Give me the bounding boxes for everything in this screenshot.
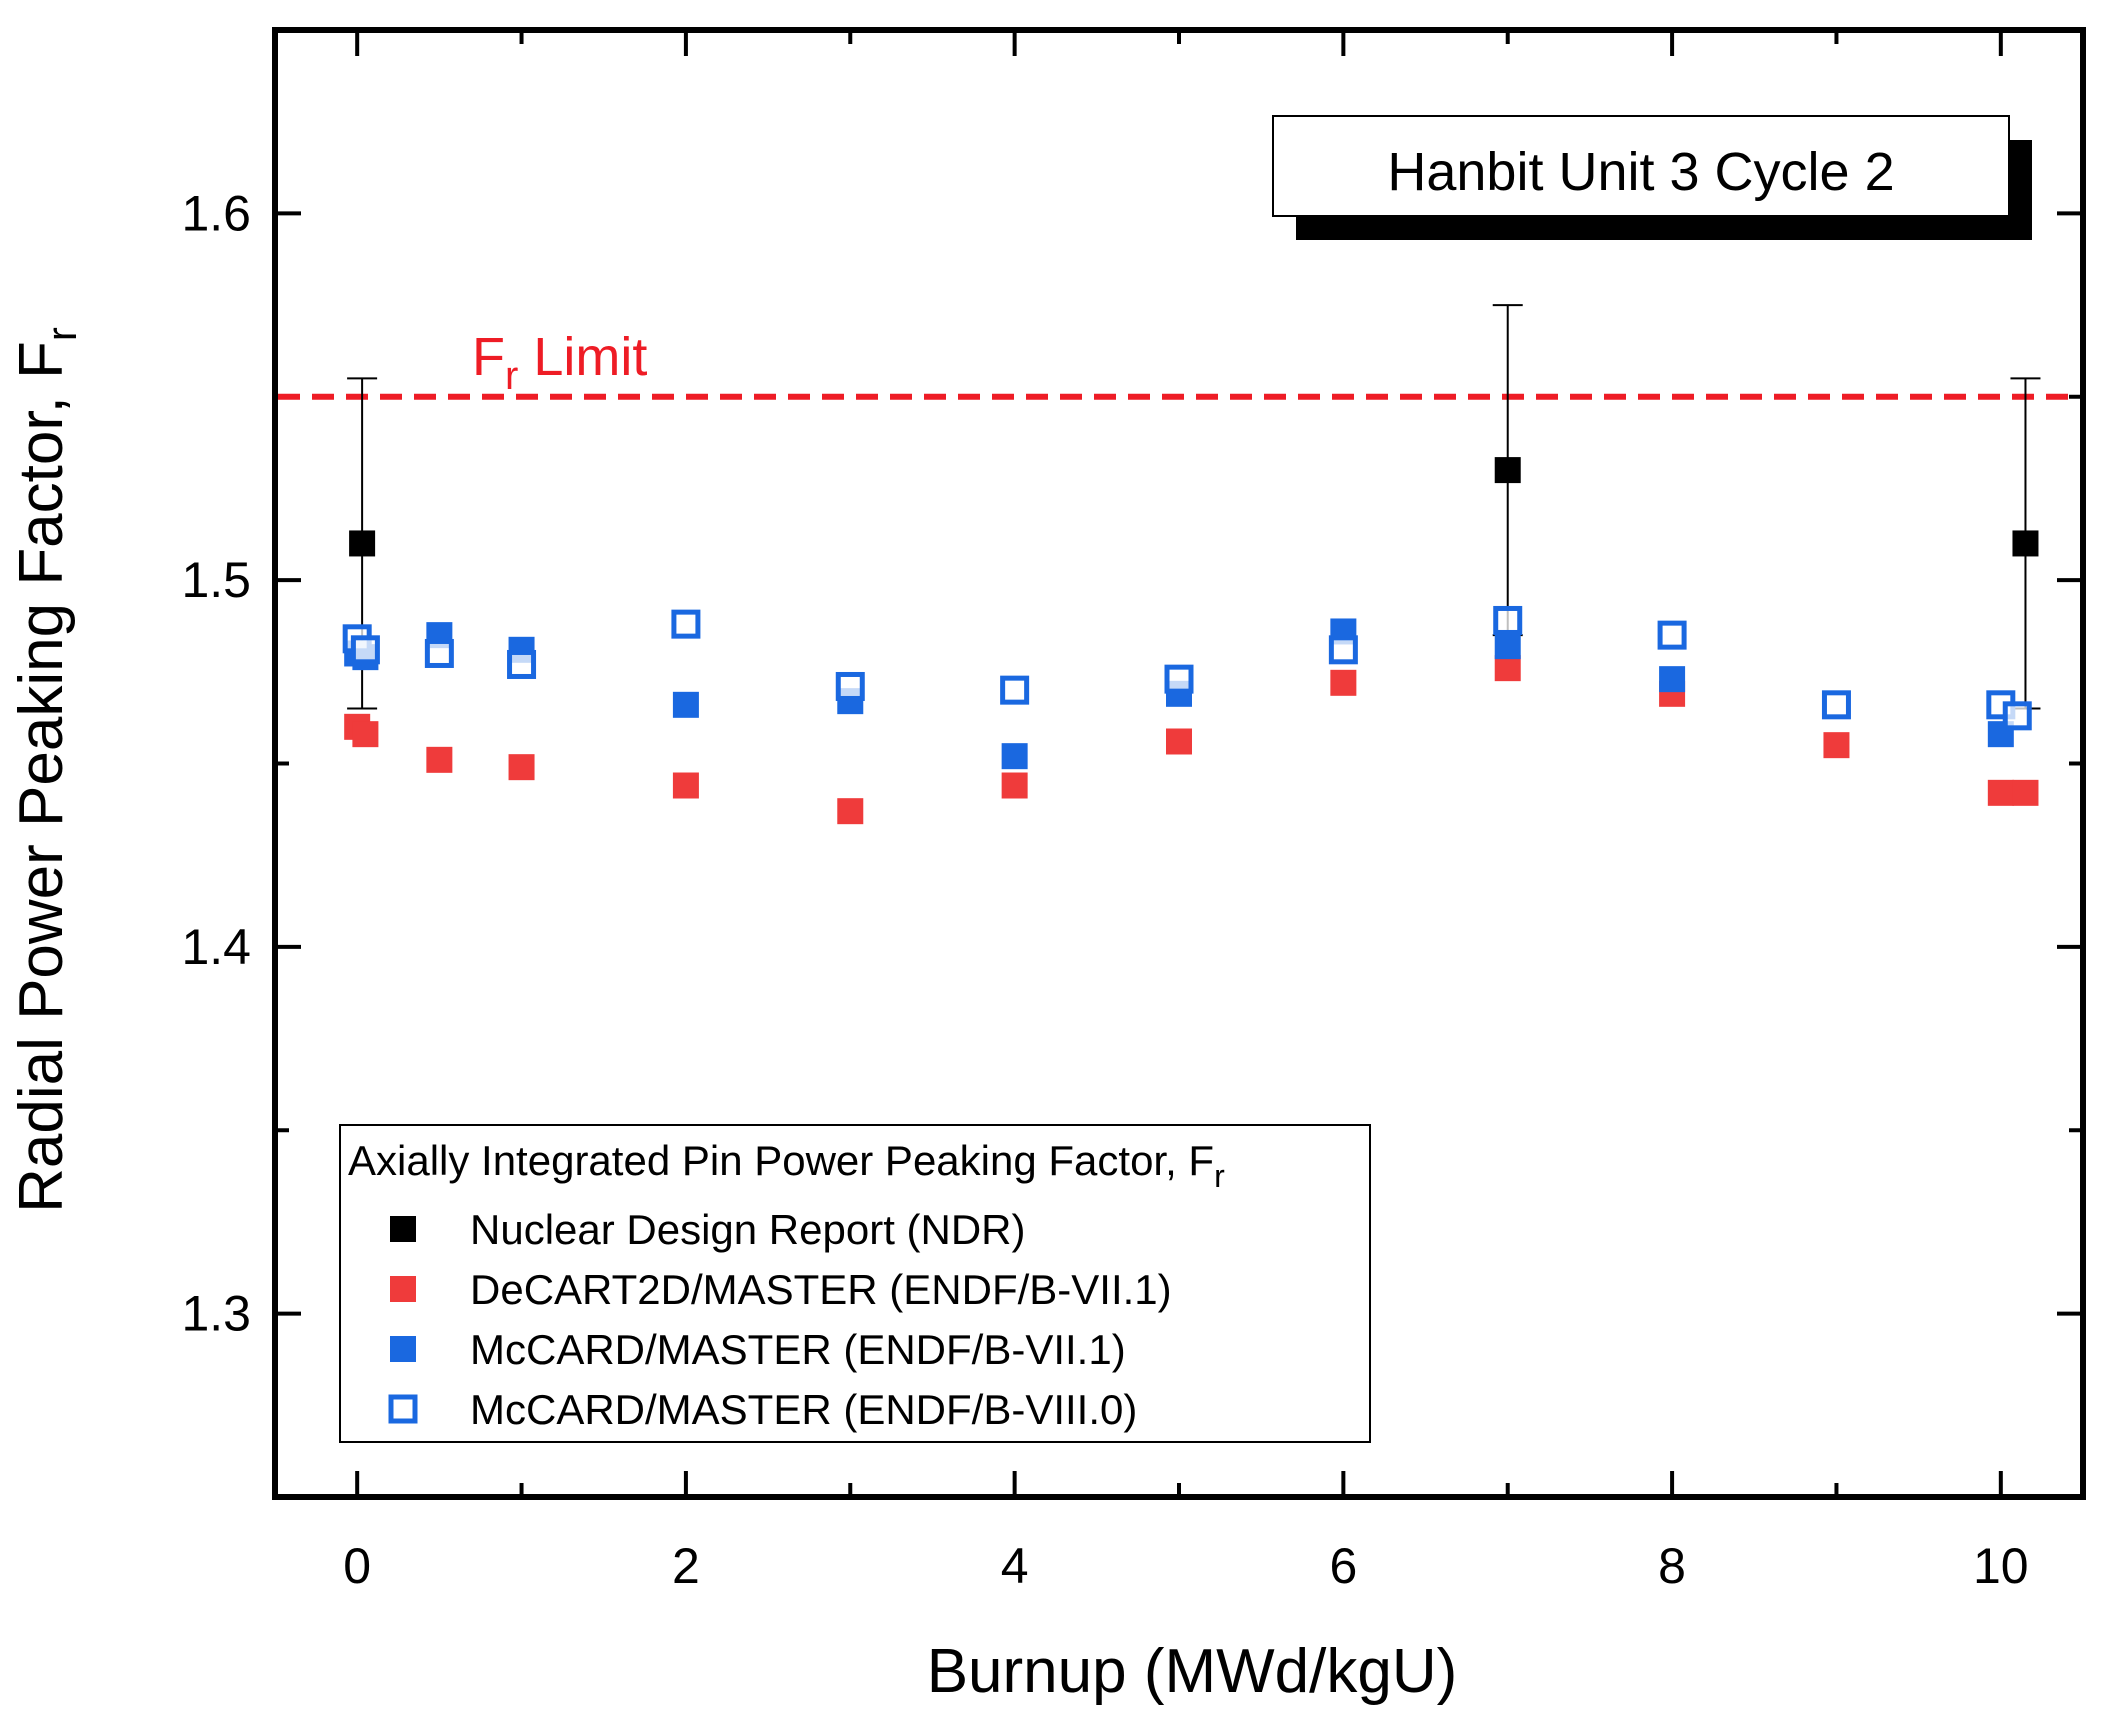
point-1 [672,772,699,799]
point-1 [1166,728,1192,755]
point-2 [1494,633,1521,660]
y-tick-label: 1.4 [181,919,251,975]
y-tick-label: 1.6 [181,185,251,241]
legend-marker-mccard-viii [388,1394,418,1424]
legend-label-mccard-viii: McCARD/MASTER (ENDF/B-VIII.0) [470,1386,1137,1433]
x-tick-label: 8 [1658,1538,1686,1594]
point-1 [837,798,864,825]
legend-title: Axially Integrated Pin Power Peaking Fac… [348,1137,1225,1194]
fr-limit-label: Fr Limit [472,327,647,398]
point-1 [1494,655,1521,682]
y-axis-title-main: Radial Power Peaking Factor, F [7,341,76,1213]
point-3 [671,609,701,639]
point-3 [507,649,537,679]
x-tick-label: 6 [1329,1538,1357,1594]
point-3 [1328,635,1358,665]
point-3 [1000,675,1030,705]
point-0 [2012,530,2039,557]
x-tick-label: 4 [1001,1538,1029,1594]
annotation-box: Hanbit Unit 3 Cycle 2 [1272,115,2032,240]
x-axis-title: Burnup (MWd/kgU) [927,1637,1458,1706]
y-tick-label: 1.3 [181,1286,251,1342]
point-0 [1494,457,1521,484]
y-tick-label: 1.5 [181,552,251,608]
y-axis-title-group: Radial Power Peaking Factor, Fr [7,327,85,1213]
point-1 [508,754,535,781]
legend-title-main: Axially Integrated Pin Power Peaking Fac… [348,1137,1214,1184]
annotation-text: Hanbit Unit 3 Cycle 2 [1387,142,1894,202]
fr-limit-label-f: F [472,327,505,387]
y-axis-title-sub: r [38,327,85,341]
y-axis-title: Radial Power Peaking Factor, Fr [7,327,85,1213]
point-3 [1821,690,1851,720]
x-tick-label: 0 [343,1538,371,1594]
point-3 [1493,605,1523,635]
legend-marker-decart [390,1276,416,1302]
legend-marker-mccard-vii [390,1336,416,1362]
point-3 [424,638,454,668]
point-3 [1164,664,1194,694]
point-3 [350,635,380,665]
point-3 [2002,701,2032,731]
point-2 [672,691,699,718]
point-3 [835,671,865,701]
x-tick-label: 10 [1973,1538,2029,1594]
legend: Axially Integrated Pin Power Peaking Fac… [339,1124,1371,1443]
point-1 [1823,732,1850,759]
legend-frame [339,1124,1371,1443]
legend-label-decart: DeCART2D/MASTER (ENDF/B-VII.1) [470,1266,1172,1313]
legend-marker-ndr [390,1216,416,1242]
x-tick-label: 2 [672,1538,700,1594]
point-1 [2012,779,2039,806]
legend-label-ndr: Nuclear Design Report (NDR) [470,1206,1026,1253]
fr-limit-label-sub: r [505,354,518,398]
annotation-frame [1272,115,2010,217]
point-1 [1330,669,1357,696]
point-0 [349,530,376,557]
point-1 [426,746,453,773]
tick-labels: 0 2 4 6 8 10 1.3 1.4 1.5 1.6 [181,185,2028,1594]
limit-line-group: Fr Limit [278,327,2080,400]
point-3 [1657,620,1687,650]
point-2 [1001,743,1028,770]
point-1 [1001,772,1028,799]
point-1 [352,721,379,748]
point-1 [1987,779,2014,806]
fr-limit-label-suffix: Limit [518,327,647,387]
legend-label-mccard-vii: McCARD/MASTER (ENDF/B-VII.1) [470,1326,1126,1373]
legend-title-sub: r [1214,1158,1225,1194]
data-points [342,457,2039,825]
point-2 [1659,666,1686,693]
